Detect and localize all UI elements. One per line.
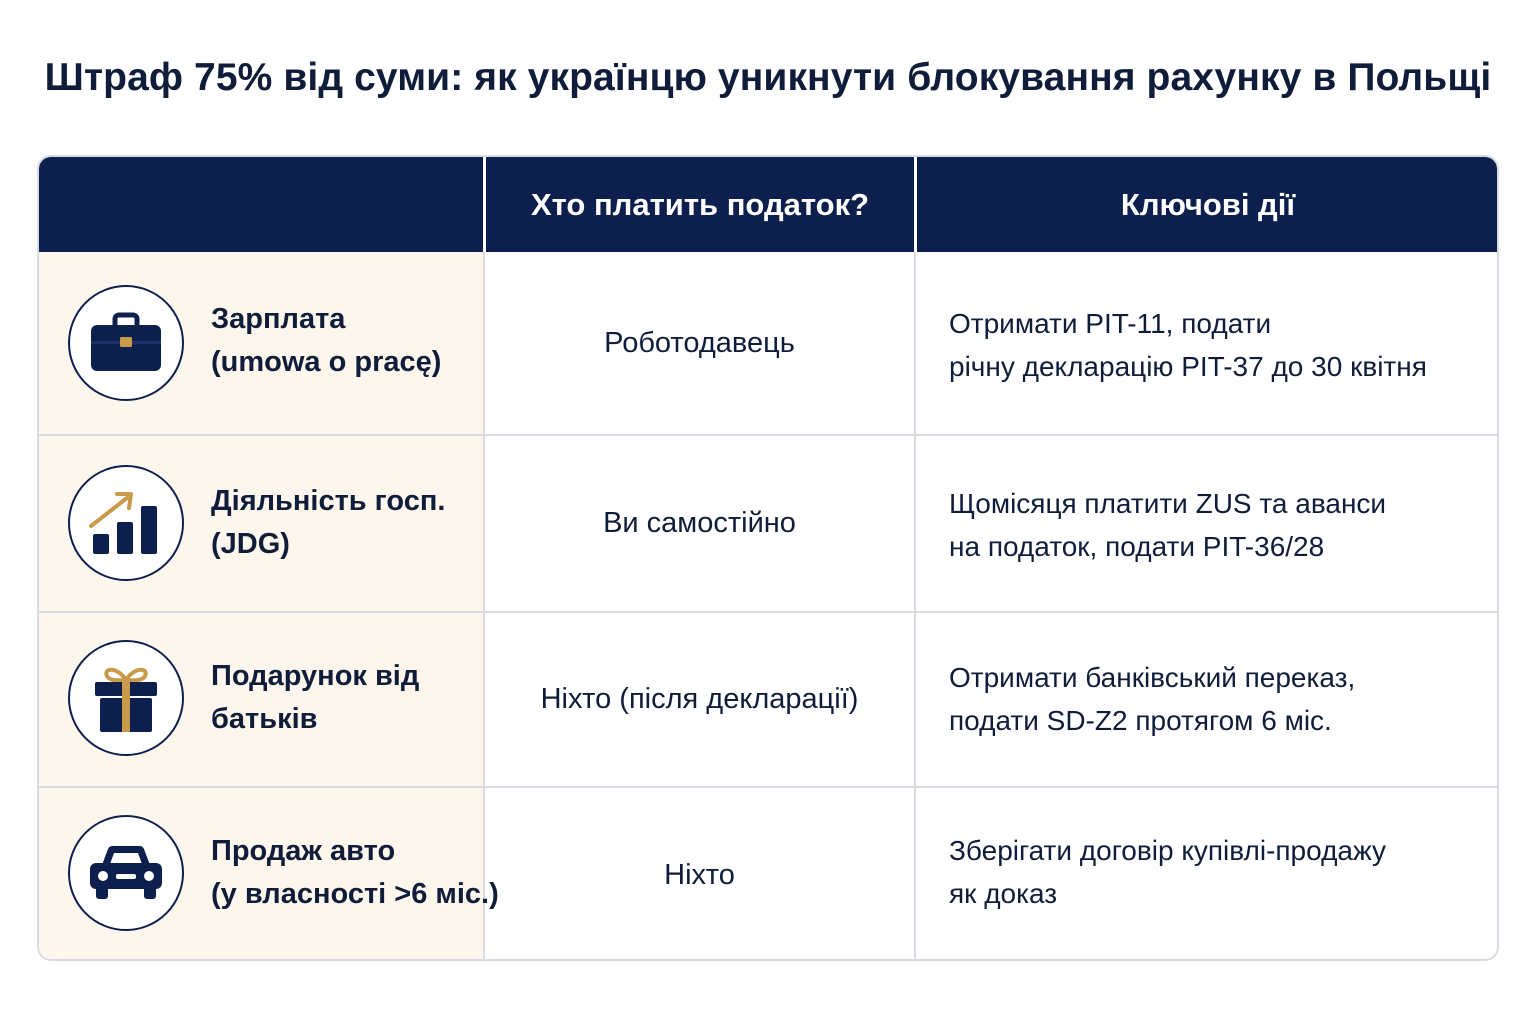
header-cell-who-pays: Хто платить податок? — [483, 157, 914, 252]
column-divider — [483, 252, 485, 959]
income-type-label: Діяльність госп. (JDG) — [211, 480, 445, 566]
car-icon — [68, 815, 184, 931]
table-row-salary: Зарплата (umowa o pracę) Роботодавець От… — [39, 252, 1497, 435]
table-header-row: Хто платить податок? Ключові дії — [39, 157, 1497, 252]
action-line: річну декларацію PIT-37 до 30 квітня — [949, 351, 1427, 382]
action-cell: Отримати PIT-11, подати річну декларацію… — [949, 302, 1427, 388]
action-cell: Зберігати договір купівлі-продажу як док… — [949, 829, 1386, 915]
row-divider — [39, 434, 1497, 436]
income-type-cell: Продаж авто (у власності >6 міс.) — [39, 788, 499, 959]
tax-comparison-table: Хто платить податок? Ключові дії Зарплат… — [37, 155, 1499, 961]
row-divider — [39, 786, 1497, 788]
table-row-gift: Подарунок від батьків Ніхто (після декла… — [39, 613, 1497, 786]
income-type-cell: Подарунок від батьків — [39, 613, 483, 786]
income-type-line: Діяльність госп. — [211, 485, 446, 517]
action-line: Отримати банківський переказ, — [949, 662, 1356, 693]
column-divider — [914, 252, 916, 959]
income-type-line: (у власності >6 міс.) — [211, 878, 499, 910]
action-line: Щомісяця платити ZUS та аванси — [949, 488, 1387, 519]
page-title: Штраф 75% від суми: як українцю уникнути… — [44, 56, 1492, 99]
payer-cell: Ніхто (після декларації) — [540, 683, 859, 715]
gift-icon — [68, 640, 184, 756]
row-divider — [39, 611, 1497, 613]
header-cell-empty — [39, 157, 483, 252]
table-row-business: Діяльність госп. (JDG) Ви самостійно Щом… — [39, 436, 1497, 611]
income-type-line: Зарплата — [211, 303, 346, 335]
action-line: Отримати PIT-11, подати — [949, 308, 1272, 339]
payer-cell: Роботодавець — [604, 327, 795, 359]
action-line: як доказ — [949, 878, 1058, 909]
income-type-label: Зарплата (umowa o pracę) — [211, 298, 441, 384]
income-type-line: батьків — [211, 703, 318, 735]
income-type-cell: Зарплата (umowa o pracę) — [39, 252, 483, 435]
action-line: Зберігати договір купівлі-продажу — [949, 835, 1387, 866]
income-type-cell: Діяльність госп. (JDG) — [39, 436, 483, 611]
income-type-line: Продаж авто — [211, 835, 396, 867]
action-cell: Отримати банківський переказ, подати SD-… — [949, 656, 1355, 742]
income-type-line: (JDG) — [211, 528, 290, 560]
income-type-line: Подарунок від — [211, 660, 420, 692]
payer-cell: Ніхто — [664, 859, 735, 891]
growth-chart-icon — [68, 465, 184, 581]
payer-cell: Ви самостійно — [603, 507, 796, 539]
income-type-line: (umowa o pracę) — [211, 346, 442, 378]
income-type-label: Подарунок від батьків — [211, 655, 419, 741]
briefcase-icon — [68, 285, 184, 401]
income-type-label: Продаж авто (у власності >6 міс.) — [211, 830, 499, 916]
action-line: подати SD-Z2 протягом 6 міс. — [949, 705, 1332, 736]
action-line: на податок, подати PIT-36/28 — [949, 531, 1325, 562]
table-row-car-sale: Продаж авто (у власності >6 міс.) Ніхто … — [39, 788, 1497, 959]
action-cell: Щомісяця платити ZUS та аванси на подато… — [949, 482, 1386, 568]
header-cell-key-actions: Ключові дії — [914, 157, 1497, 252]
